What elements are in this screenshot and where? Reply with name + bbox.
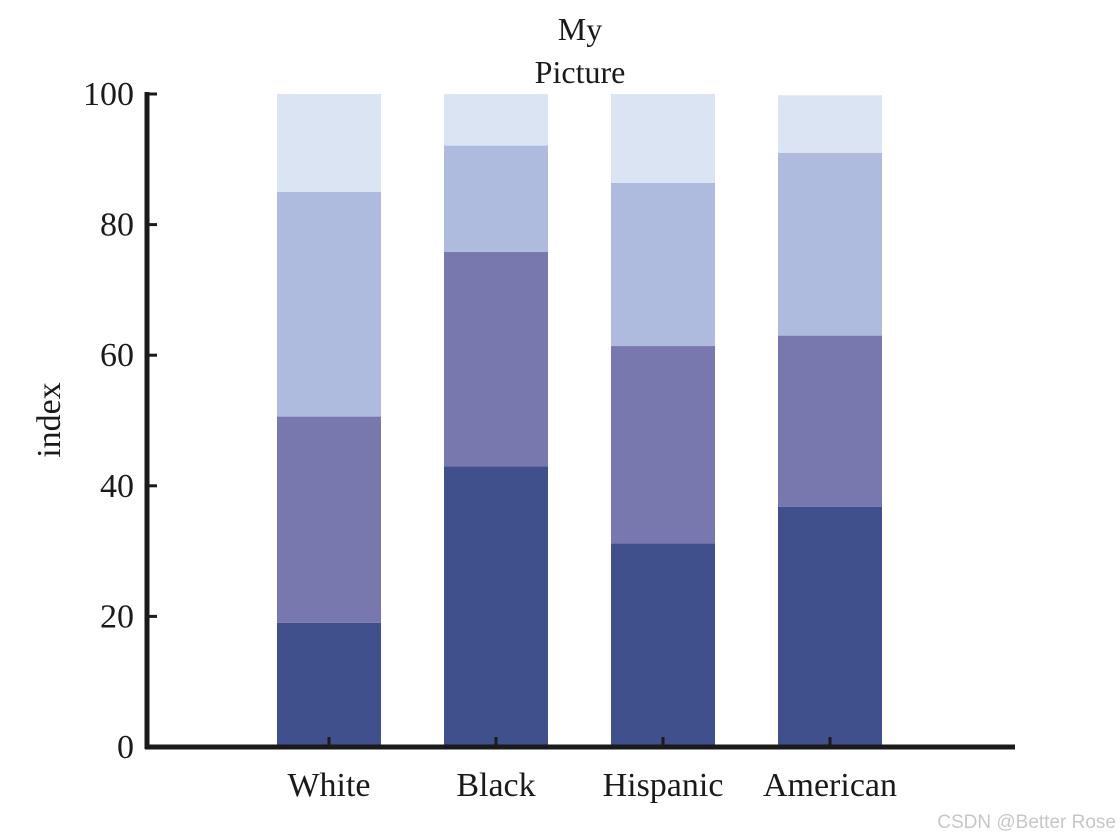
bar-american-segment-3 bbox=[778, 152, 882, 336]
bar-hispanic-segment-3 bbox=[611, 182, 715, 347]
bar-white-segment-2 bbox=[277, 416, 381, 623]
chart-title-line-2: Picture bbox=[535, 54, 626, 90]
y-tick-label-0: 0 bbox=[117, 729, 134, 766]
x-tick-label-black: Black bbox=[456, 767, 535, 804]
y-tick-label-80: 80 bbox=[100, 207, 134, 244]
bar-hispanic-segment-2 bbox=[611, 346, 715, 544]
y-tick-label-60: 60 bbox=[100, 337, 134, 374]
y-tick-label-20: 20 bbox=[100, 598, 134, 635]
bar-black-segment-2 bbox=[444, 252, 548, 467]
bar-black-segment-1 bbox=[444, 466, 548, 747]
axes-layer: 0 20 40 60 80 100 White Black Hispanic American bbox=[83, 76, 1015, 804]
x-tick-label-american: American bbox=[763, 767, 897, 804]
chart-title-line-1: My bbox=[558, 11, 602, 47]
bars-layer bbox=[277, 94, 882, 747]
y-axis-label: index bbox=[31, 382, 68, 458]
bar-hispanic-segment-1 bbox=[611, 543, 715, 747]
watermark: CSDN @Better Rose bbox=[937, 812, 1116, 833]
bar-american-segment-1 bbox=[778, 506, 882, 747]
x-tick-label-white: White bbox=[287, 767, 370, 804]
bar-black-segment-4 bbox=[444, 94, 548, 146]
bar-hispanic-segment-4 bbox=[611, 94, 715, 183]
y-tick-label-40: 40 bbox=[100, 468, 134, 505]
bar-white-segment-3 bbox=[277, 191, 381, 417]
x-tick-label-hispanic: Hispanic bbox=[603, 767, 724, 804]
bar-black-segment-3 bbox=[444, 145, 548, 253]
bar-american-segment-2 bbox=[778, 335, 882, 507]
bar-white-segment-1 bbox=[277, 622, 381, 747]
y-tick-label-100: 100 bbox=[83, 76, 134, 113]
bar-american-segment-4 bbox=[778, 95, 882, 153]
bar-white-segment-4 bbox=[277, 94, 381, 192]
